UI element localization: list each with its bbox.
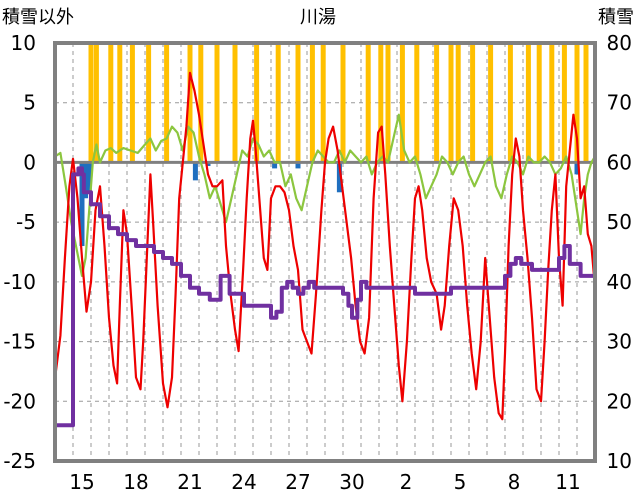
x-tick-label: 15 [69, 470, 94, 494]
sunshine-bar [525, 43, 531, 163]
right-tick-label: 60 [607, 150, 632, 174]
precipitation-bar [336, 162, 342, 193]
left-tick-label: -25 [3, 449, 36, 473]
precipitation-bar [574, 162, 580, 175]
x-tick-label: 2 [400, 470, 413, 494]
x-tick-label: 11 [555, 470, 580, 494]
sunshine-bar [434, 43, 440, 163]
right-tick-label: 70 [607, 91, 632, 115]
sunshine-bar [583, 43, 589, 163]
sunshine-bar [455, 43, 461, 163]
left-tick-label: -15 [3, 330, 36, 354]
x-tick-label: 18 [123, 470, 148, 494]
snow_depth-line [53, 166, 597, 428]
right-axis-title: 積雪 [598, 7, 634, 28]
precipitation-bar [272, 162, 278, 169]
precipitation-bar [295, 162, 301, 169]
sunshine-bar [146, 43, 152, 163]
sunshine-bar [365, 43, 371, 163]
sunshine-bar [254, 43, 260, 163]
right-tick-label: 10 [607, 449, 632, 473]
right-tick-label: 30 [607, 330, 632, 354]
sunshine-bar [385, 43, 391, 163]
sunshine-bar [164, 43, 170, 163]
precipitation-bar [205, 162, 211, 167]
left-axis-title: 積雪以外 [2, 7, 74, 28]
sunshine-bar [549, 43, 555, 163]
x-tick-label: 21 [177, 470, 202, 494]
x-axis-ticks: 15 18 21 24 27 30 2 5 8 11 [69, 470, 580, 494]
sunshine-bar [470, 43, 476, 163]
x-tick-label: 27 [285, 470, 310, 494]
left-tick-label: 0 [23, 150, 36, 174]
sunshine-bar [320, 43, 326, 163]
plot-frame [53, 41, 597, 463]
sunshine-bar [108, 43, 114, 163]
left-axis-ticks: 10 5 0 -5 -10 -15 -20 -25 [3, 31, 36, 473]
x-tick-label: 30 [339, 470, 364, 494]
left-tick-label: -5 [16, 210, 36, 234]
right-tick-label: 40 [607, 270, 632, 294]
plot-area [53, 41, 597, 463]
chart-title: 川湯 [300, 7, 336, 28]
sunshine-bar [378, 43, 384, 163]
left-tick-label: 10 [11, 31, 36, 55]
sunshine-bar [198, 43, 204, 163]
sunshine-bar [574, 43, 580, 163]
sunshine-bar [187, 43, 193, 163]
right-tick-label: 80 [607, 31, 632, 55]
left-tick-label: -20 [3, 389, 36, 413]
left-tick-label: -10 [3, 270, 36, 294]
sunshine-bar [295, 43, 301, 163]
sunshine-bar [507, 43, 513, 163]
precipitation-bar [79, 162, 85, 247]
bar-series [79, 43, 589, 247]
sunshine-bar [214, 43, 220, 163]
precipitation-bar [192, 162, 198, 181]
x-tick-label: 5 [454, 470, 467, 494]
precipitation-bar [86, 162, 92, 193]
right-tick-label: 20 [607, 389, 632, 413]
temperature-line [54, 71, 597, 421]
left-tick-label: 5 [23, 91, 36, 115]
sunshine-bar [488, 43, 494, 163]
sunshine-bar [88, 43, 94, 163]
sunshine-bar [414, 43, 420, 163]
sunshine-bar [536, 43, 542, 163]
sunshine-bar [399, 43, 405, 163]
x-tick-label: 24 [231, 470, 256, 494]
sunshine-bar [117, 43, 123, 163]
sunshine-bar [340, 43, 346, 163]
x-tick-label: 8 [508, 470, 521, 494]
sunshine-bar [309, 43, 315, 163]
line-series [53, 71, 597, 428]
sunshine-bar [129, 43, 135, 163]
right-tick-label: 50 [607, 210, 632, 234]
right-axis-ticks: 80 70 60 50 40 30 20 10 [607, 31, 632, 473]
sunshine-bar [561, 43, 567, 163]
sunshine-bar [93, 43, 99, 163]
sunshine-bar [275, 43, 281, 163]
sunshine-bar [232, 43, 238, 163]
sunshine-bar [448, 43, 454, 163]
